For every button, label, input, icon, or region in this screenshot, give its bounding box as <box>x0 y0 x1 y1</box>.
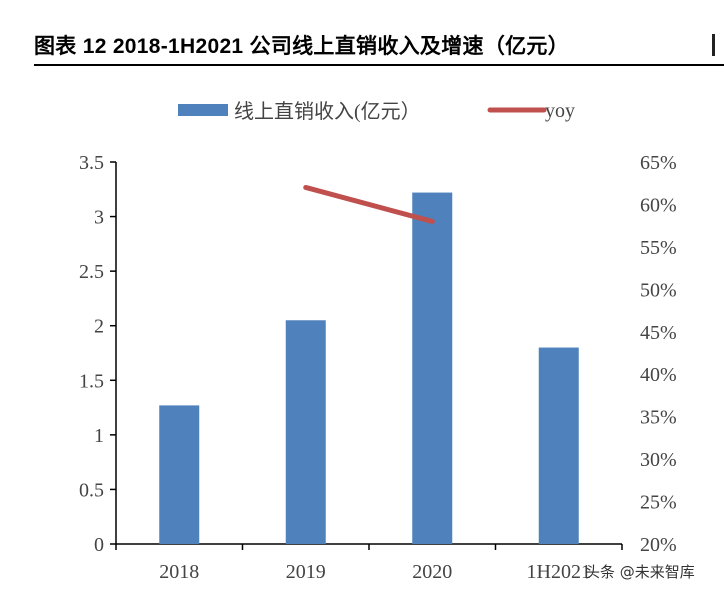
yoy-line-series <box>303 184 435 224</box>
left-tick-label: 1.5 <box>79 370 104 392</box>
right-tick-label: 60% <box>640 194 677 216</box>
left-tick-label: 0 <box>94 534 104 556</box>
left-tick-label: 0.5 <box>79 479 104 501</box>
x-category-label: 1H2021 <box>527 561 591 583</box>
x-category-label: 2019 <box>286 561 326 583</box>
right-tick-label: 65% <box>640 152 677 174</box>
right-tick-label: 45% <box>640 322 677 344</box>
right-tick-label: 50% <box>640 279 677 301</box>
right-tick-label: 40% <box>640 364 677 386</box>
x-category-label: 2018 <box>159 561 199 583</box>
axes <box>110 161 623 550</box>
legend-bar-swatch <box>178 104 228 116</box>
right-tick-label: 20% <box>640 534 677 556</box>
yoy-line <box>303 184 435 224</box>
bar <box>412 192 453 544</box>
right-tick-label: 55% <box>640 237 677 259</box>
legend-bar-label: 线上直销收入(亿元） <box>234 100 421 123</box>
title-underline <box>34 64 724 66</box>
right-tick-label: 25% <box>640 492 677 514</box>
bar-series <box>159 192 579 544</box>
right-tick-label: 35% <box>640 407 677 429</box>
watermark: 头条 @未来智库 <box>585 563 695 581</box>
axis-labels: 0 0.5 1 1.5 2 2.5 3 3.5 20% 25% 30% 35% 40% 45% 50% 55%… <box>79 152 677 583</box>
bar <box>538 347 579 544</box>
left-tick-label: 3 <box>94 207 104 229</box>
legend: 线上直销收入(亿元） yoy <box>178 100 575 123</box>
right-tick-label: 30% <box>640 449 677 471</box>
x-category-label: 2020 <box>412 561 452 583</box>
left-tick-label: 3.5 <box>79 152 104 174</box>
legend-line-label: yoy <box>545 100 575 122</box>
figure-title: 图表 12 2018-1H2021 公司线上直销收入及增速（亿元） <box>34 35 570 58</box>
left-tick-label: 1 <box>94 425 104 447</box>
left-tick-label: 2 <box>94 316 104 338</box>
bar <box>285 320 326 544</box>
bar <box>159 405 200 544</box>
title-overflow-mark <box>712 34 715 56</box>
left-tick-label: 2.5 <box>79 261 104 283</box>
